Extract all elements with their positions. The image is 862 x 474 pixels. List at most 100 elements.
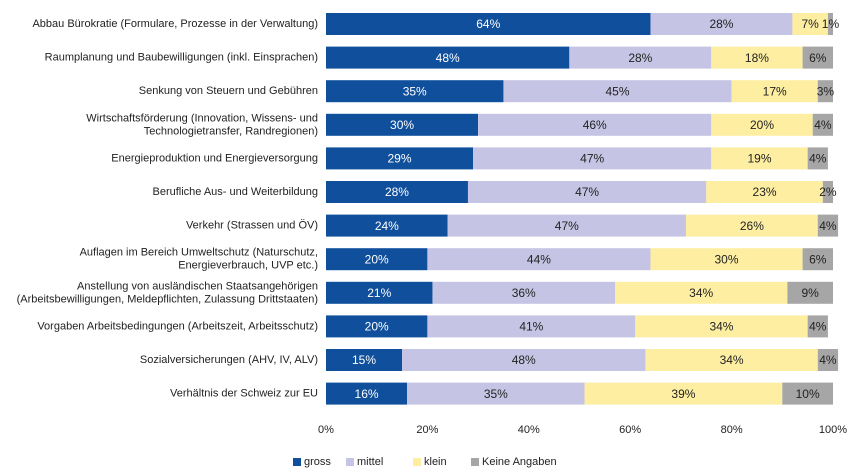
value-label: 47% bbox=[555, 219, 579, 233]
bar-segment bbox=[827, 13, 833, 35]
value-label: 35% bbox=[403, 84, 427, 98]
bar-segment bbox=[407, 382, 585, 405]
value-label: 34% bbox=[709, 320, 733, 334]
category-label: Senkung von Steuern und Gebühren bbox=[139, 85, 318, 97]
bar-segment bbox=[685, 214, 818, 237]
value-label: 16% bbox=[355, 387, 379, 401]
bar-segment bbox=[711, 147, 808, 170]
value-label: 47% bbox=[580, 152, 604, 166]
x-tick-label: 100% bbox=[819, 424, 847, 436]
category-label: Berufliche Aus- und Weiterbildung bbox=[152, 186, 318, 198]
value-label: 4% bbox=[819, 353, 837, 367]
legend-swatch bbox=[471, 458, 479, 466]
bar-segment bbox=[650, 248, 803, 271]
bar-segment bbox=[447, 214, 686, 237]
bar-segment bbox=[802, 248, 833, 271]
bar-segment bbox=[326, 214, 448, 237]
value-label: 30% bbox=[390, 118, 414, 132]
bar-segment bbox=[326, 349, 403, 371]
value-label: 24% bbox=[375, 219, 399, 233]
category-label: Verkehr (Strassen und ÖV) bbox=[186, 220, 318, 232]
x-tick-label: 80% bbox=[721, 424, 743, 436]
category-label: Raumplanung und Baubewilligungen (inkl. … bbox=[45, 52, 318, 64]
bar-segment bbox=[787, 281, 833, 304]
bar-segment bbox=[711, 46, 803, 69]
x-tick-label: 0% bbox=[318, 424, 334, 436]
value-label: 10% bbox=[796, 387, 820, 401]
bar-segment bbox=[432, 281, 615, 304]
value-label: 28% bbox=[385, 185, 409, 199]
bar-segment bbox=[478, 113, 712, 136]
value-label: 41% bbox=[519, 320, 543, 334]
bar-segment bbox=[503, 80, 732, 103]
value-label: 48% bbox=[512, 353, 536, 367]
category-label: Auflagen im Bereich Umweltschutz (Naturs… bbox=[80, 247, 318, 272]
bar-segment bbox=[817, 80, 833, 103]
value-label: 46% bbox=[583, 118, 607, 132]
value-label: 64% bbox=[476, 17, 500, 31]
value-label: 4% bbox=[809, 152, 827, 166]
bar-segment bbox=[817, 349, 839, 371]
value-label: 39% bbox=[671, 387, 695, 401]
category-label: Energieproduktion und Energieversorgung bbox=[111, 152, 318, 164]
bar-segment bbox=[782, 382, 833, 405]
value-label: 23% bbox=[753, 185, 777, 199]
bar-segment bbox=[326, 315, 428, 338]
value-label: 7% bbox=[802, 17, 820, 31]
value-label: 3% bbox=[817, 84, 835, 98]
value-label: 30% bbox=[715, 252, 739, 266]
value-label: 48% bbox=[436, 51, 460, 65]
category-label: Anstellung von ausländischen Staatsangeh… bbox=[17, 280, 318, 305]
legend-label: gross bbox=[304, 456, 331, 468]
value-label: 36% bbox=[512, 286, 536, 300]
x-tick-label: 20% bbox=[416, 424, 438, 436]
bar-segment bbox=[822, 181, 833, 203]
bar-segment bbox=[792, 13, 828, 35]
bar-segment bbox=[326, 13, 651, 35]
bar-segment bbox=[427, 315, 636, 338]
value-label: 35% bbox=[484, 387, 508, 401]
bar-segment bbox=[326, 80, 504, 103]
value-label: 18% bbox=[745, 51, 769, 65]
legend-swatch bbox=[293, 458, 301, 466]
legend-label: mittel bbox=[357, 456, 383, 468]
bar-segment bbox=[326, 147, 474, 170]
value-label: 4% bbox=[819, 219, 837, 233]
category-label: Abbau Bürokratie (Formulare, Prozesse in… bbox=[32, 18, 318, 30]
bar-segment bbox=[807, 315, 828, 338]
category-label: Vorgaben Arbeitsbedingungen (Arbeitszeit… bbox=[37, 320, 318, 332]
value-label: 9% bbox=[802, 286, 820, 300]
value-label: 15% bbox=[352, 353, 376, 367]
x-tick-label: 40% bbox=[518, 424, 540, 436]
bar-segment bbox=[467, 181, 707, 203]
legend-swatch bbox=[413, 458, 421, 466]
value-label: 44% bbox=[527, 252, 551, 266]
bar-segment bbox=[427, 248, 651, 271]
bar-segment bbox=[731, 80, 818, 103]
x-tick-label: 60% bbox=[619, 424, 641, 436]
value-label: 2% bbox=[819, 185, 837, 199]
value-label: 45% bbox=[606, 84, 630, 98]
bar-segment bbox=[584, 382, 783, 405]
value-label: 20% bbox=[750, 118, 774, 132]
bar-segment bbox=[817, 214, 839, 237]
value-label: 28% bbox=[628, 51, 652, 65]
legend-label: klein bbox=[424, 456, 447, 468]
bar-segment bbox=[650, 13, 793, 35]
bar-segment bbox=[812, 113, 833, 136]
bar-segment bbox=[635, 315, 808, 338]
value-label: 1% bbox=[822, 17, 840, 31]
value-label: 26% bbox=[740, 219, 764, 233]
bar-segment bbox=[807, 147, 828, 170]
category-label: Verhältnis der Schweiz zur EU bbox=[170, 388, 318, 400]
bar-segment bbox=[326, 113, 479, 136]
bar-segment bbox=[326, 281, 433, 304]
value-label: 47% bbox=[575, 185, 599, 199]
bar-segment bbox=[326, 181, 468, 203]
value-label: 4% bbox=[814, 118, 832, 132]
legend-label: Keine Angaben bbox=[482, 456, 557, 468]
value-label: 20% bbox=[365, 252, 389, 266]
value-label: 21% bbox=[367, 286, 391, 300]
bar-segment bbox=[326, 248, 428, 271]
